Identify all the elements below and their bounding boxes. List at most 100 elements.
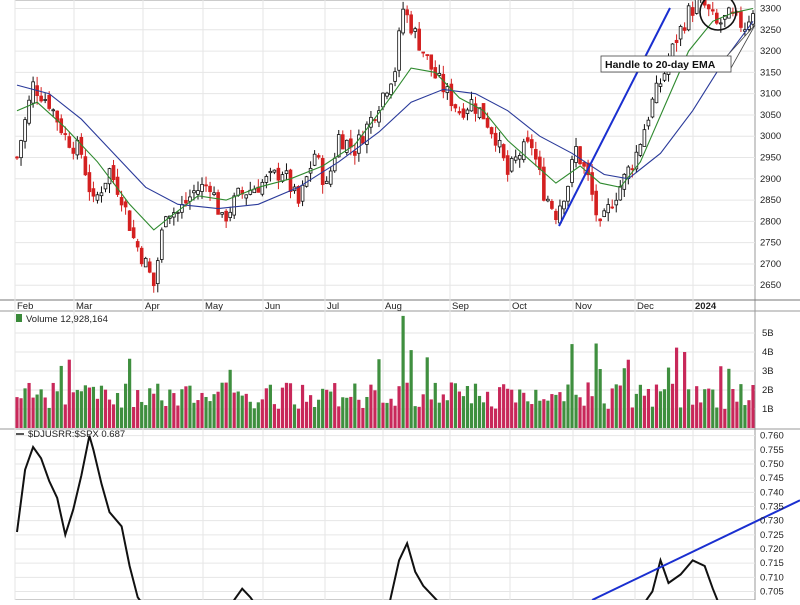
volume-bar: [123, 383, 128, 428]
candle-body: [513, 156, 518, 161]
volume-bar: [546, 400, 550, 428]
volume-bar: [272, 404, 277, 428]
candle-body: [232, 195, 236, 216]
volume-bar: [71, 392, 75, 428]
candle-body: [67, 136, 72, 148]
candle-body: [678, 26, 683, 40]
volume-bar: [437, 402, 441, 428]
volume-bar: [570, 344, 574, 428]
candle-body: [634, 151, 639, 170]
volume-bar: [397, 386, 401, 428]
volume-bar: [678, 407, 683, 428]
volume-bar: [79, 391, 83, 428]
volume-bar: [172, 393, 176, 428]
volume-bar: [369, 384, 373, 428]
volume-bar: [43, 397, 47, 428]
x-tick-label: Oct: [512, 301, 527, 312]
volume-bar: [489, 406, 494, 428]
volume-bar: [662, 389, 667, 428]
volume-bar: [216, 391, 220, 428]
price-trendline: [558, 7, 671, 227]
candle-body: [690, 7, 695, 16]
volume-bar: [288, 383, 293, 428]
candle-body: [155, 260, 160, 285]
candle-body: [686, 5, 691, 31]
candle-body: [328, 170, 333, 185]
annotation-box: [600, 55, 732, 73]
volume-bar: [510, 389, 514, 428]
volume-bar: [248, 401, 252, 428]
volume-bar: [308, 395, 313, 428]
candle-body: [324, 180, 329, 184]
candle-body: [196, 190, 200, 195]
candle-body: [353, 150, 357, 156]
volume-bar: [144, 405, 148, 428]
volume-bar: [574, 394, 578, 428]
volume-bar: [136, 390, 140, 428]
volume-bar: [413, 406, 417, 428]
candle-body: [288, 169, 293, 192]
candle-body: [662, 73, 667, 81]
annotation-callout: Handle to 20-day EMA: [600, 24, 756, 73]
price-y-tick-label: 2950: [760, 153, 781, 164]
volume-bar: [622, 368, 626, 428]
volume-bar: [385, 402, 389, 428]
candle-body: [477, 107, 482, 119]
volume-bar: [389, 398, 393, 428]
candle-body: [361, 136, 365, 144]
volume-bar: [441, 394, 445, 428]
volume-bar: [280, 387, 285, 428]
ratio-line: [16, 435, 721, 605]
volume-bar: [534, 389, 538, 428]
candle-body: [264, 176, 269, 183]
volume-bar: [208, 401, 212, 428]
volume-bar: [103, 389, 108, 428]
x-tick-label: Jul: [327, 301, 339, 312]
x-tick-label: 2024: [695, 301, 717, 312]
ratio-y-tick-label: 0.760: [760, 431, 784, 442]
volume-bar: [296, 408, 301, 428]
volume-bar: [276, 408, 281, 428]
volume-bar: [481, 402, 486, 428]
volume-bar: [445, 400, 449, 428]
volume-bar: [341, 397, 345, 428]
x-tick-label: Feb: [17, 301, 33, 312]
candle-body: [176, 211, 180, 214]
candle-body: [602, 210, 606, 217]
volume-bar: [95, 398, 100, 428]
price-y-tick-label: 3250: [760, 25, 781, 36]
candle-body: [71, 147, 76, 154]
candle-body: [143, 257, 148, 268]
price-y-tick-label: 3100: [760, 89, 781, 100]
x-tick-label: Dec: [637, 301, 654, 312]
volume-bar: [357, 399, 361, 428]
volume-bar: [196, 400, 200, 428]
volume-bar: [51, 382, 55, 428]
volume-bar: [630, 407, 634, 428]
ratio-trendline: [591, 499, 800, 601]
candle-body: [131, 227, 136, 239]
volume-bar: [393, 405, 397, 428]
candle-body: [127, 210, 132, 231]
volume-bar: [99, 385, 104, 428]
volume-bar: [204, 396, 208, 428]
volume-bar: [707, 388, 711, 428]
candle-body: [39, 95, 43, 102]
ratio-legend: $DJUSRR:$SPX 0.687: [28, 429, 125, 440]
volume-bar: [409, 350, 413, 428]
candle-body: [260, 181, 265, 195]
candle-body: [147, 261, 152, 273]
volume-bar: [518, 389, 522, 428]
candle-body: [340, 134, 345, 150]
candle-body: [638, 144, 643, 156]
candle-body: [377, 110, 381, 123]
candle-body: [598, 218, 602, 222]
volume-bar: [325, 389, 329, 428]
candle-body: [465, 109, 470, 114]
candle-body: [115, 176, 120, 195]
volume-bar: [148, 388, 152, 428]
volume-bar: [610, 388, 614, 428]
candle-body: [529, 139, 534, 149]
volume-bar: [236, 391, 240, 428]
